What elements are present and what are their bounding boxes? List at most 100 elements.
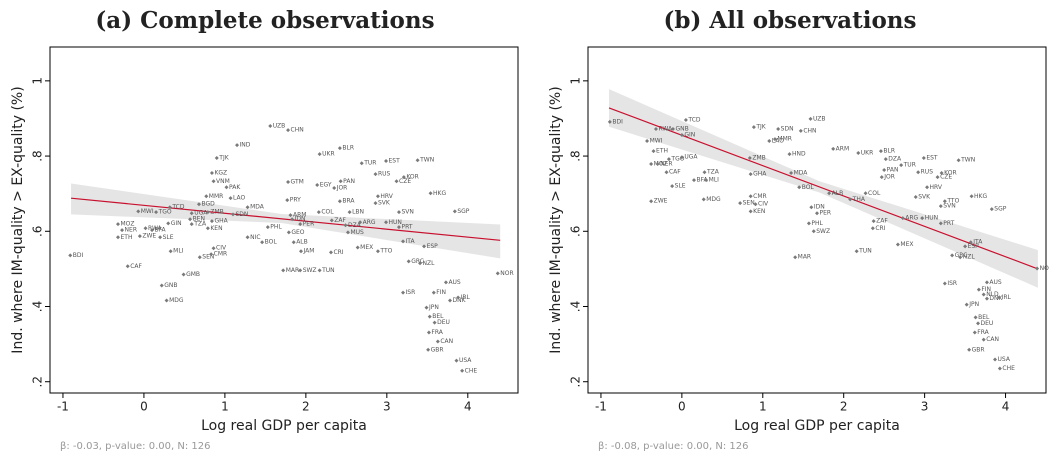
point-label: SDN: [781, 125, 794, 132]
point: [401, 290, 406, 295]
point-label: SLE: [163, 234, 174, 241]
point: [921, 155, 926, 160]
point-label: BLR: [342, 145, 354, 152]
point: [938, 204, 943, 209]
point-label: NOR: [1040, 265, 1049, 272]
point-label: TUN: [858, 248, 872, 255]
point-label: NZL: [963, 254, 976, 261]
point-label: MEX: [900, 241, 913, 248]
point: [288, 213, 293, 218]
point: [938, 221, 943, 226]
y-axis-title: Ind. where IM-quality > EX-quality (%): [548, 86, 564, 353]
point: [997, 295, 1002, 300]
point: [976, 321, 981, 326]
point-label: PER: [820, 210, 832, 217]
point: [158, 235, 163, 240]
point-label: TJK: [755, 124, 766, 131]
point: [418, 261, 423, 266]
point-label: RUS: [921, 169, 934, 176]
y-axis-title: Ind. where IM-quality > EX-quality (%): [10, 86, 26, 353]
point-label: ARG: [905, 215, 918, 222]
point-label: BFA: [697, 177, 709, 184]
point: [920, 216, 925, 221]
point-label: ZMB: [210, 209, 223, 216]
point: [701, 197, 706, 202]
point: [772, 137, 777, 142]
point: [355, 245, 360, 250]
point-label: ESP: [968, 243, 980, 250]
point-label: COL: [321, 209, 334, 216]
point: [432, 320, 437, 325]
point-label: PAN: [887, 166, 899, 173]
point-label: ESP: [427, 243, 439, 250]
point: [702, 170, 707, 175]
point-label: PRY: [290, 197, 301, 204]
point: [315, 183, 320, 188]
point: [981, 292, 986, 297]
point: [358, 220, 363, 225]
point-label: CAF: [130, 263, 142, 270]
point: [878, 149, 883, 154]
point-label: PHL: [270, 224, 282, 231]
point: [345, 230, 350, 235]
point-label: CRI: [333, 249, 343, 256]
point-label: USA: [459, 357, 472, 364]
x-tick-label: 4: [464, 400, 472, 414]
x-tick-label: 0: [140, 400, 148, 414]
point-label: HUN: [389, 219, 402, 226]
point: [332, 186, 337, 191]
point-label: GRC: [411, 258, 424, 265]
y-tick-label: .6: [569, 226, 583, 237]
point-label: RWA: [658, 125, 673, 132]
point: [981, 337, 986, 342]
point-label: EST: [389, 157, 401, 164]
point-label: DEU: [437, 319, 450, 326]
point: [209, 219, 214, 224]
point: [424, 305, 429, 310]
point-label: SGP: [457, 208, 469, 215]
point: [150, 228, 155, 233]
point: [964, 302, 969, 307]
point: [454, 358, 459, 363]
point: [751, 125, 756, 130]
point: [664, 170, 669, 175]
point: [798, 128, 803, 133]
point: [268, 123, 273, 128]
point-label: TWN: [419, 157, 434, 164]
chart-title: (b) All observations: [664, 7, 917, 34]
y-tick-label: .2: [569, 376, 583, 387]
point-label: RUS: [378, 171, 391, 178]
point: [967, 347, 972, 352]
point-label: AUS: [448, 279, 460, 286]
point: [883, 157, 888, 162]
point: [815, 211, 819, 216]
point: [164, 298, 169, 303]
point: [1035, 266, 1040, 271]
point: [984, 280, 989, 285]
point: [899, 163, 904, 168]
point: [375, 249, 380, 254]
point: [298, 222, 303, 227]
x-tick-label: -1: [57, 400, 69, 414]
point-label: THA: [852, 196, 866, 203]
y-tick-label: .4: [569, 301, 583, 312]
point-label: CAN: [986, 336, 999, 343]
point: [495, 271, 500, 276]
point: [317, 152, 322, 157]
point: [406, 259, 411, 264]
point: [942, 281, 947, 286]
point-label: HRV: [930, 184, 943, 191]
x-tick-label: 2: [302, 400, 310, 414]
point-label: DNK: [452, 297, 466, 304]
point-label: DZA: [888, 156, 902, 163]
point-label: FRA: [431, 329, 443, 336]
point-label: MMR: [777, 136, 792, 143]
x-tick-label: 4: [1002, 400, 1010, 414]
point: [811, 229, 816, 234]
point-label: MWI: [650, 138, 663, 145]
point: [968, 240, 973, 245]
point-label: TUR: [903, 162, 916, 169]
point-label: USA: [998, 356, 1011, 363]
point: [653, 126, 658, 131]
point-label: ZWE: [654, 198, 668, 205]
